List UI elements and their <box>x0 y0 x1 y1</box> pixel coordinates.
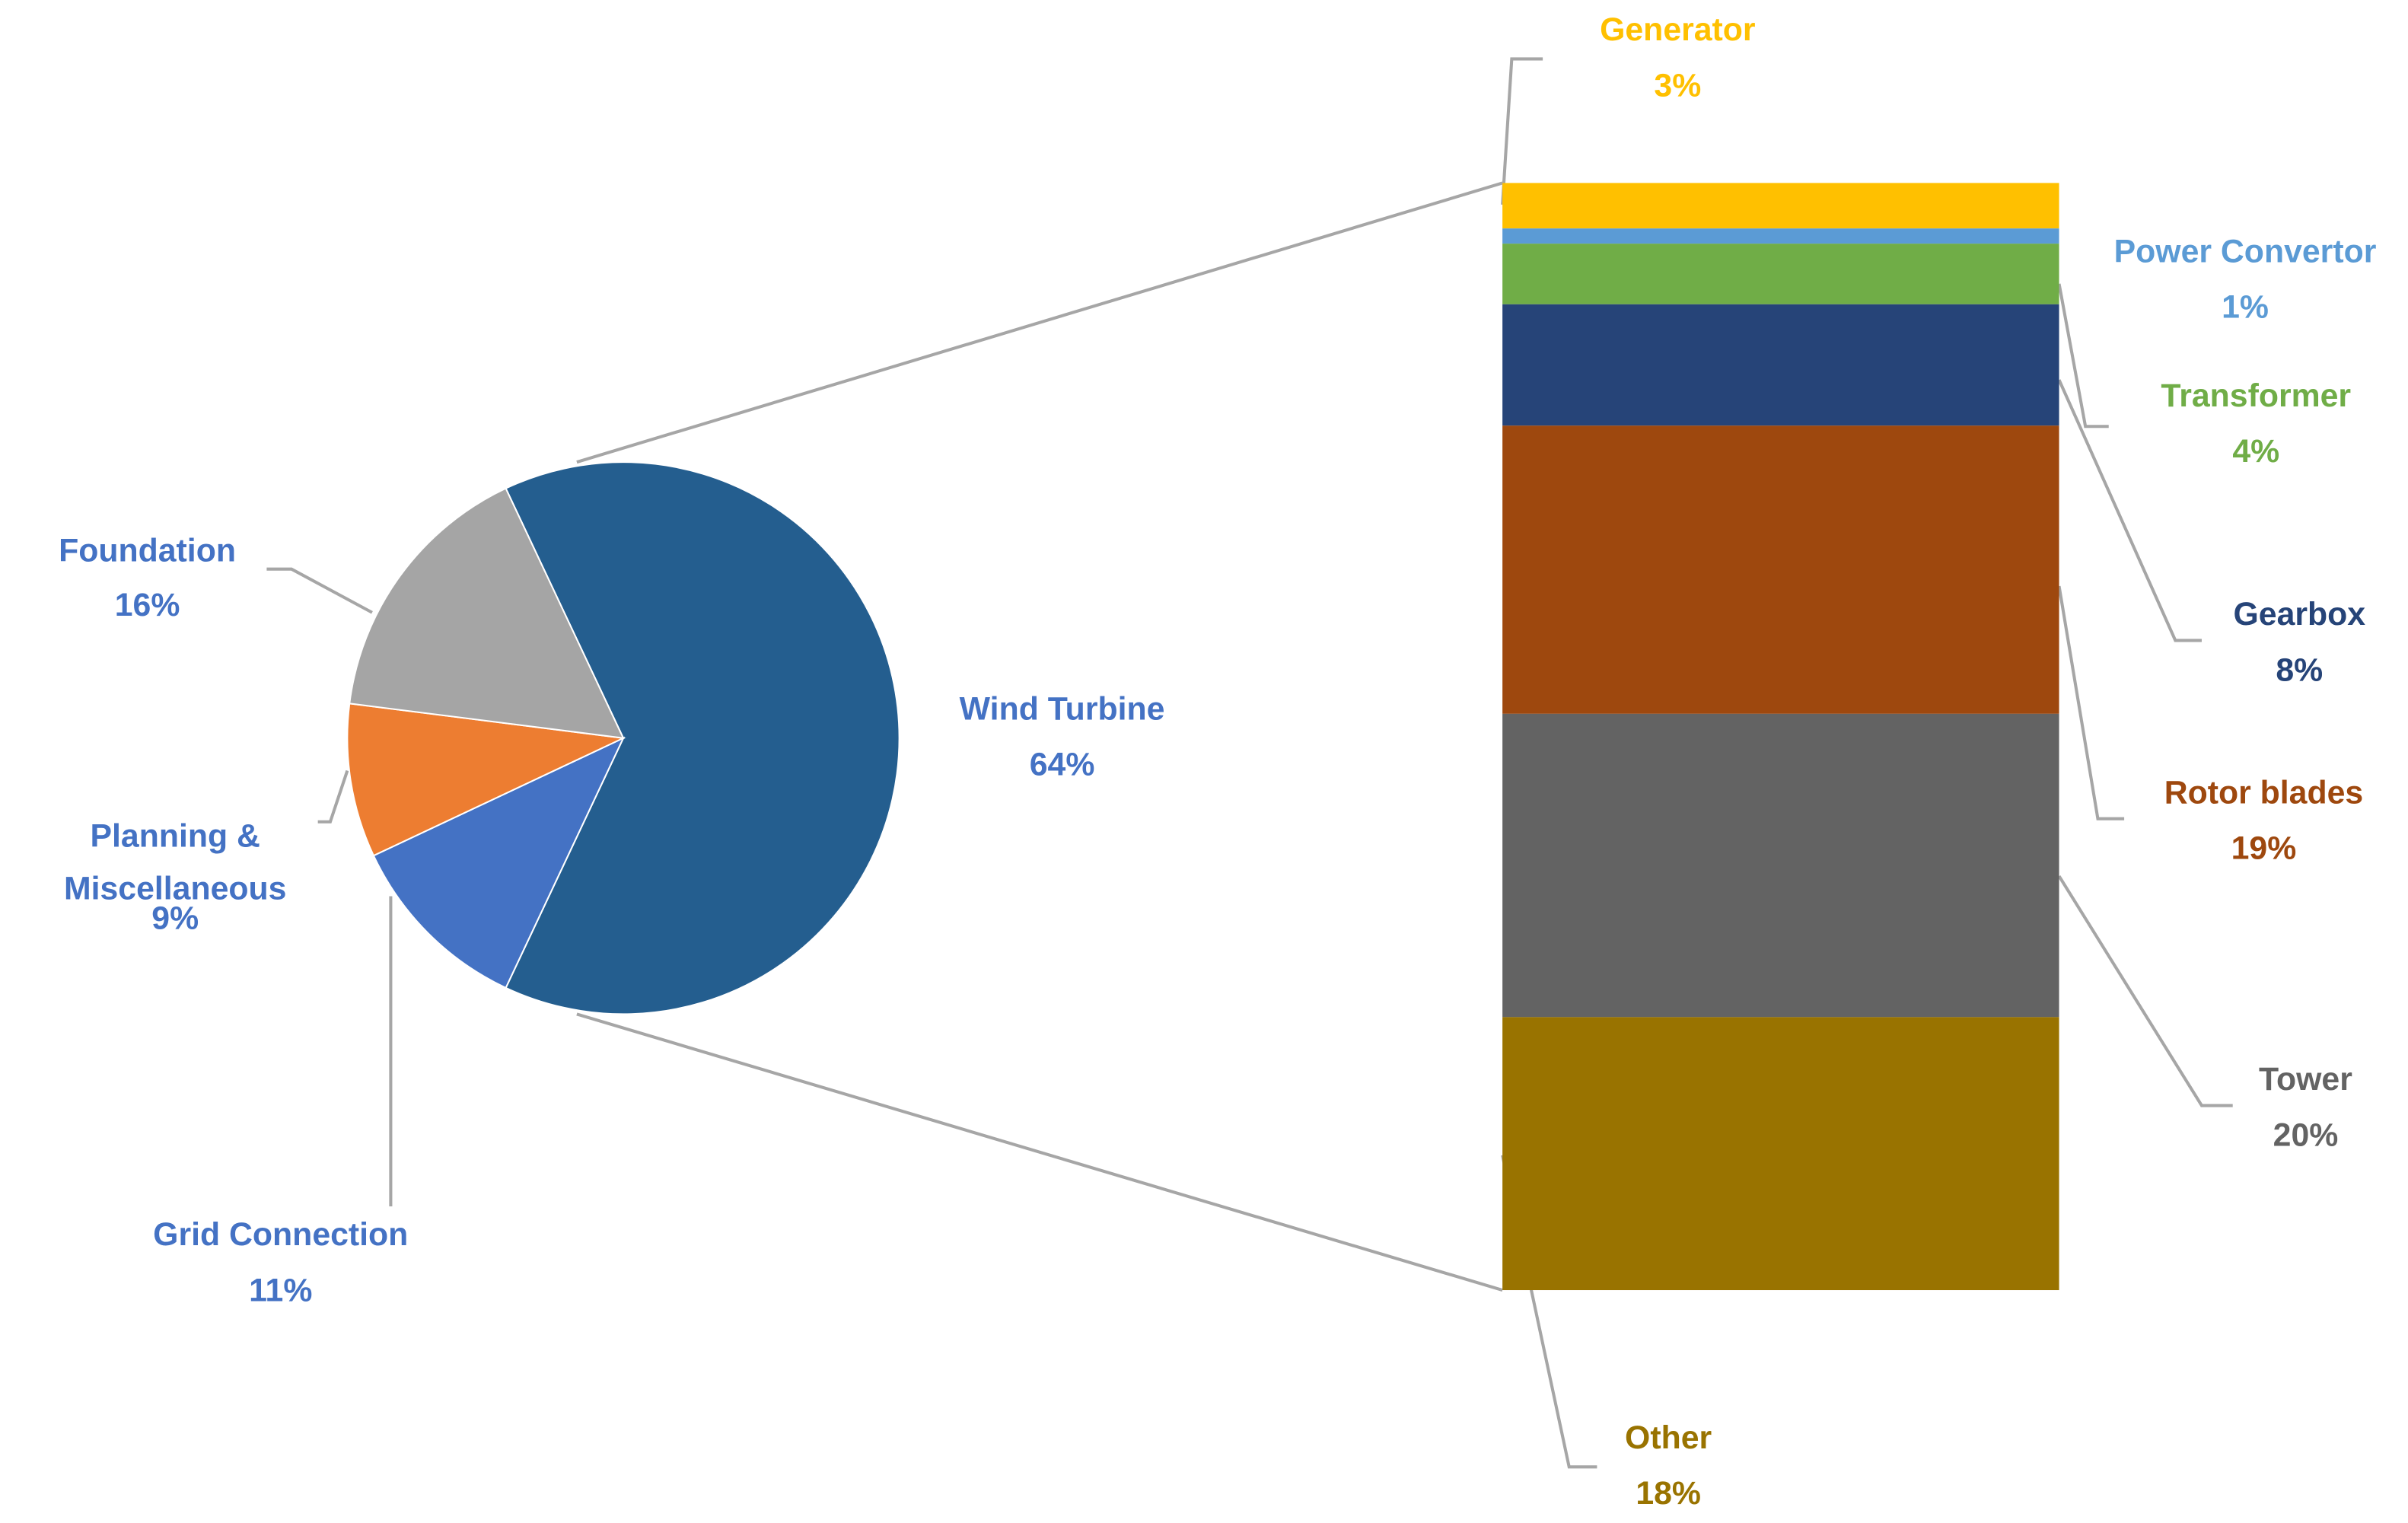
bar-segment <box>1502 183 2059 229</box>
value-label: 20% <box>2273 1117 2339 1154</box>
value-label: 18% <box>1636 1476 1701 1512</box>
pie-slice <box>372 736 626 989</box>
leader-line <box>1501 57 1543 206</box>
leader-line <box>266 567 373 614</box>
connector <box>576 1012 1503 1292</box>
category-label: Gearbox <box>2233 597 2366 633</box>
leader-line <box>317 769 349 824</box>
leader-line <box>2057 585 2125 820</box>
value-label: 3% <box>1654 68 1702 104</box>
category-label: Foundation <box>59 533 236 569</box>
bar-segment <box>1502 304 2059 426</box>
value-label: 11% <box>249 1273 313 1309</box>
value-label: 8% <box>2276 652 2324 689</box>
category-label: Wind Turbine <box>959 691 1165 728</box>
leader-line <box>2057 875 2233 1107</box>
value-label: 4% <box>2232 434 2280 470</box>
category-label: Transformer <box>2161 378 2352 414</box>
value-label: 64% <box>1029 747 1095 783</box>
category-label: Grid Connection <box>153 1217 409 1254</box>
category-label: Planning & Miscellaneous <box>63 818 287 907</box>
value-label: 1% <box>2222 289 2269 326</box>
value-label: 19% <box>2231 830 2297 867</box>
category-label: Generator <box>1600 12 1756 49</box>
value-label: 9% <box>151 900 199 937</box>
connector <box>576 181 1503 464</box>
leader-line <box>2057 379 2202 642</box>
bar-segment <box>1502 425 2059 714</box>
value-label: 16% <box>114 588 180 623</box>
pie-slice <box>349 487 625 739</box>
category-label: Tower <box>2259 1062 2352 1098</box>
bar-segment <box>1502 244 2059 304</box>
category-label: Other <box>1625 1420 1712 1457</box>
category-label: Rotor blades <box>2164 775 2364 811</box>
leader-line <box>2057 283 2109 429</box>
pie-slice <box>505 461 900 1015</box>
category-label: Power Convertor <box>2113 234 2377 270</box>
bar-segment <box>1502 1017 2059 1291</box>
bar-segment <box>1502 228 2059 244</box>
pie-slice <box>346 703 626 857</box>
bar-segment <box>1502 713 2059 1018</box>
